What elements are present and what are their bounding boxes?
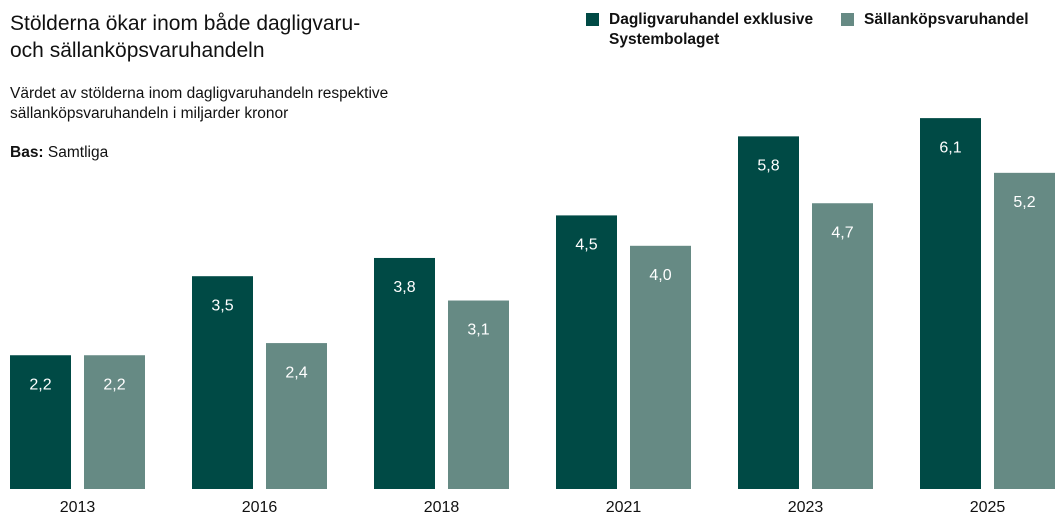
bar [812,203,873,490]
legend-swatch [586,13,599,26]
base-value: Samtliga [47,144,109,161]
bar [630,245,691,489]
data-label: 2,2 [29,376,51,393]
x-tick-label: 2023 [788,499,824,516]
data-label: 4,0 [649,267,671,284]
data-label: 4,7 [831,224,853,241]
data-label: 5,2 [1013,194,1035,211]
legend-item: Sällanköpsvaruhandel [841,10,1029,30]
bar [374,257,435,489]
bar [192,276,253,489]
base-label: Bas: [10,144,44,161]
data-label: 4,5 [575,237,597,254]
bar [920,118,981,490]
data-label: 6,1 [939,139,961,156]
x-tick-label: 2016 [242,499,278,516]
x-tick-label: 2021 [606,499,642,516]
x-tick-label: 2018 [424,499,460,516]
bar [448,300,509,489]
data-label: 2,2 [103,376,125,393]
bar [994,172,1055,489]
legend-item: Dagligvaruhandel exklusive Systembolaget [586,10,816,50]
data-label: 3,8 [393,279,415,296]
data-label: 5,8 [757,158,779,175]
legend-swatch [841,13,854,26]
x-tick-label: 2025 [970,499,1006,516]
bar [266,343,327,489]
chart-title: Stölderna ökar inom både dagligvaru- och… [10,12,361,62]
bar [556,215,617,489]
data-label: 3,1 [467,322,489,339]
bar [84,355,145,489]
legend-label: Sällanköpsvaruhandel [864,11,1029,28]
data-label: 3,5 [211,297,233,314]
legend-label: Dagligvaruhandel exklusive Systembolaget [609,11,814,48]
chart-subtitle: Värdet av stölderna inom dagligvaruhande… [10,85,389,122]
base-note: Bas: Samtliga [10,144,108,162]
bar [10,355,71,489]
data-label: 2,4 [285,364,307,381]
x-tick-label: 2013 [60,499,96,516]
bar [738,136,799,490]
